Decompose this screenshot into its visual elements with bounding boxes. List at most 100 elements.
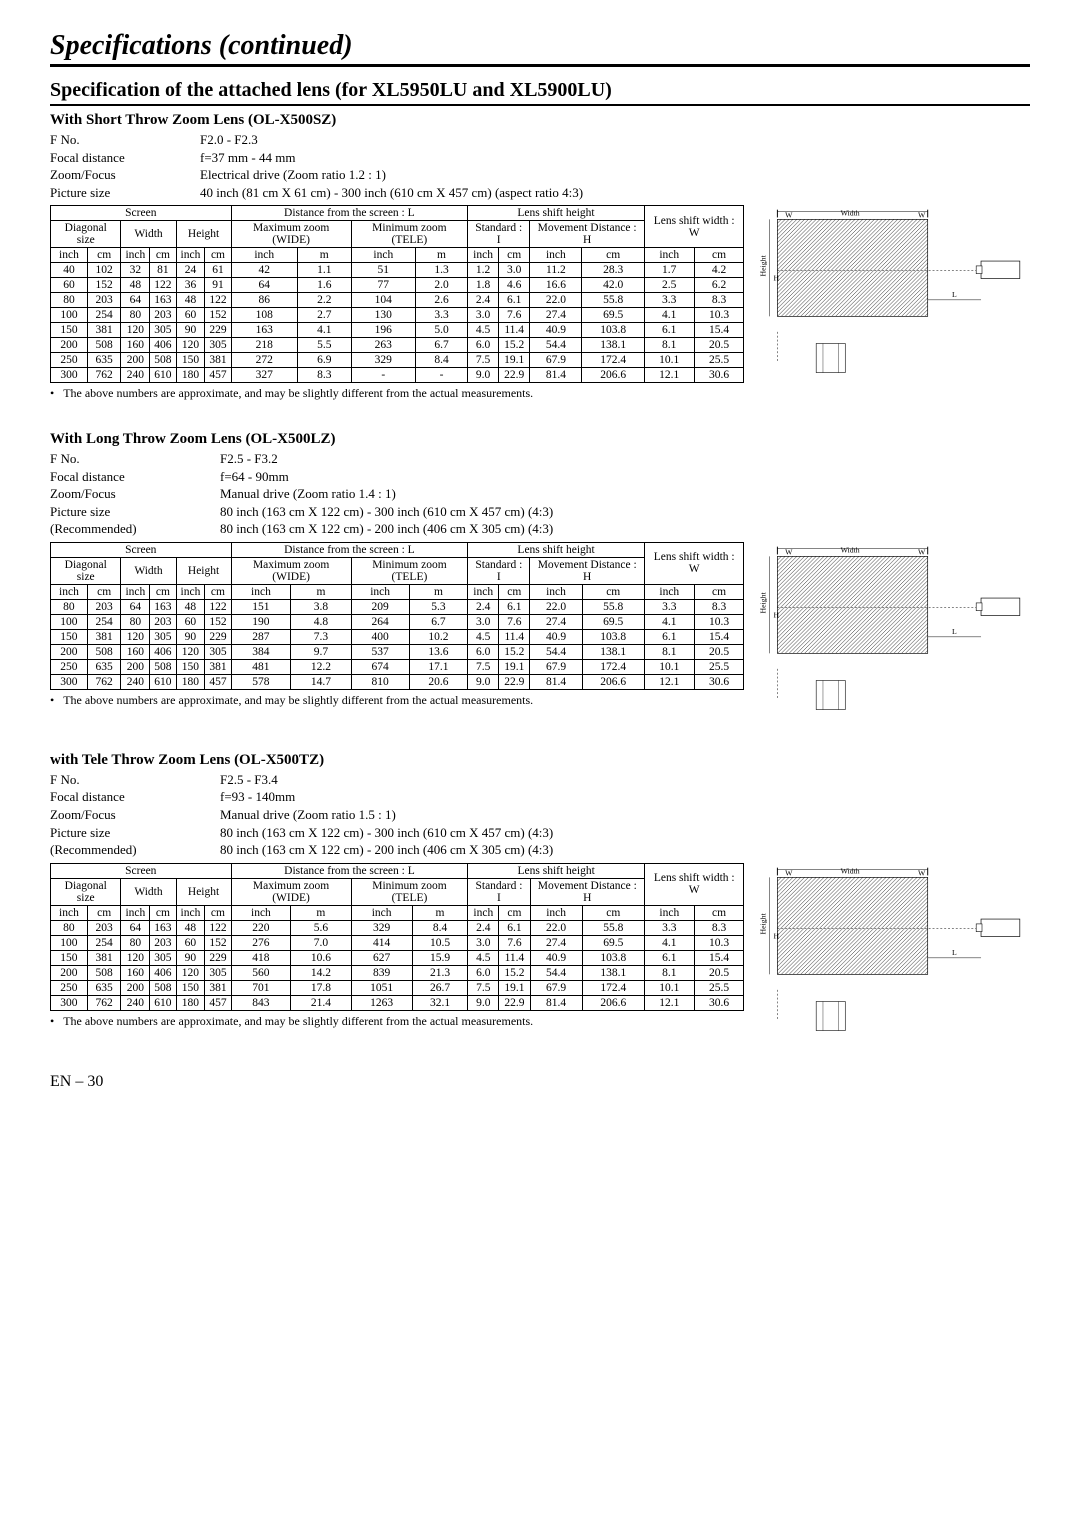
table-cell: 190 [231,614,291,629]
svg-text:L: L [952,948,957,957]
table-cell: 138.1 [582,644,644,659]
table-cell: 120 [121,629,150,644]
table-cell: 8.1 [644,338,694,353]
table-cell: 32 [121,263,150,278]
table-cell: 67.9 [530,353,582,368]
table-cell: 163 [150,293,176,308]
table-cell: 22.0 [530,293,582,308]
table-cell: 10.5 [412,935,468,950]
table-cell: 384 [231,644,291,659]
table-cell: 5.5 [297,338,351,353]
lens-block: with Tele Throw Zoom Lens (OL-X500TZ) F … [50,752,1030,1043]
table-cell: 6.1 [499,599,530,614]
table-cell: 508 [87,965,121,980]
table-cell: 209 [351,599,409,614]
table-cell: 81 [150,263,176,278]
table-cell: 22.9 [499,995,530,1010]
table-cell: 1.7 [644,263,694,278]
svg-text:Height: Height [759,912,768,934]
table-cell: 203 [87,293,121,308]
lens-table: Screen Distance from the screen : L Lens… [50,542,744,690]
table-cell: 6.0 [468,965,499,980]
lens-diagram: Width W W Height H L [758,205,1030,385]
table-cell: 40.9 [530,629,582,644]
spec-row: Focal distance f=37 mm - 44 mm [50,149,1030,167]
table-cell: 160 [121,965,150,980]
table-cell: 3.0 [468,614,499,629]
table-cell: 152 [205,308,231,323]
table-cell: 8.1 [644,644,694,659]
lens-title: With Short Throw Zoom Lens (OL-X500SZ) [50,112,1030,129]
table-cell: 15.2 [499,965,530,980]
table-cell: 7.5 [468,659,499,674]
table-cell: 15.4 [694,629,744,644]
table-cell: 20.6 [409,674,468,689]
table-cell: - [415,368,467,383]
table-cell: 6.0 [468,338,499,353]
table-note: • The above numbers are approximate, and… [50,693,744,708]
spec-label: Zoom/Focus [50,806,220,824]
table-row: 20050816040612030556014.283921.36.015.25… [51,965,744,980]
table-cell: 11.4 [499,950,530,965]
table-cell: 250 [51,980,88,995]
spec-row: Focal distance f=93 - 140mm [50,788,1030,806]
table-cell: 414 [351,935,412,950]
table-cell: 25.5 [694,353,744,368]
svg-text:H: H [774,610,780,619]
table-cell: 8.4 [412,920,468,935]
table-row: 150381120305902292877.340010.24.511.440.… [51,629,744,644]
table-cell: 2.5 [644,278,694,293]
table-cell: 64 [121,920,150,935]
table-cell: 172.4 [582,980,644,995]
table-cell: 4.1 [644,614,694,629]
table-cell: 103.8 [582,629,644,644]
table-cell: 7.0 [291,935,351,950]
table-cell: 203 [87,599,121,614]
table-cell: 578 [231,674,291,689]
spec-value: f=64 - 90mm [220,468,289,486]
table-cell: 481 [231,659,291,674]
table-cell: 67.9 [530,659,582,674]
table-cell: 300 [51,995,88,1010]
table-cell: 406 [150,965,176,980]
table-cell: 381 [205,980,231,995]
table-cell: 1.6 [297,278,351,293]
spec-value: Manual drive (Zoom ratio 1.5 : 1) [220,806,396,824]
table-cell: 7.6 [499,614,530,629]
table-cell: 90 [176,950,205,965]
table-cell: 120 [176,965,205,980]
table-cell: 51 [351,263,415,278]
spec-value: Manual drive (Zoom ratio 1.4 : 1) [220,485,396,503]
spec-row: F No. F2.0 - F2.3 [50,131,1030,149]
table-cell: 635 [87,659,121,674]
table-cell: 10.2 [409,629,468,644]
table-cell: 254 [87,614,121,629]
table-cell: 120 [176,338,205,353]
table-cell: 762 [87,995,121,1010]
table-cell: 206.6 [582,995,644,1010]
spec-label: F No. [50,131,200,149]
table-cell: 300 [51,674,88,689]
table-cell: 80 [121,614,150,629]
spec-value: 80 inch (163 cm X 122 cm) - 200 inch (40… [220,841,553,859]
table-cell: 7.6 [499,935,530,950]
table-cell: 25.5 [694,980,744,995]
table-cell: 15.2 [499,644,530,659]
table-cell: 203 [87,920,121,935]
table-cell: 69.5 [582,308,644,323]
table-cell: 150 [51,629,88,644]
spec-value: 80 inch (163 cm X 122 cm) - 200 inch (40… [220,520,553,538]
table-cell: 3.0 [499,263,530,278]
table-row: 1503811203059022941810.662715.94.511.440… [51,950,744,965]
table-cell: 272 [231,353,297,368]
spec-label: F No. [50,771,220,789]
table-cell: 5.6 [291,920,351,935]
table-cell: 6.1 [499,293,530,308]
table-cell: 810 [351,674,409,689]
spec-label: Picture size [50,824,220,842]
table-cell: 3.3 [644,920,694,935]
table-row: 3007622406101804573278.3--9.022.981.4206… [51,368,744,383]
svg-text:W: W [918,547,926,556]
table-cell: 537 [351,644,409,659]
table-cell: 90 [176,629,205,644]
